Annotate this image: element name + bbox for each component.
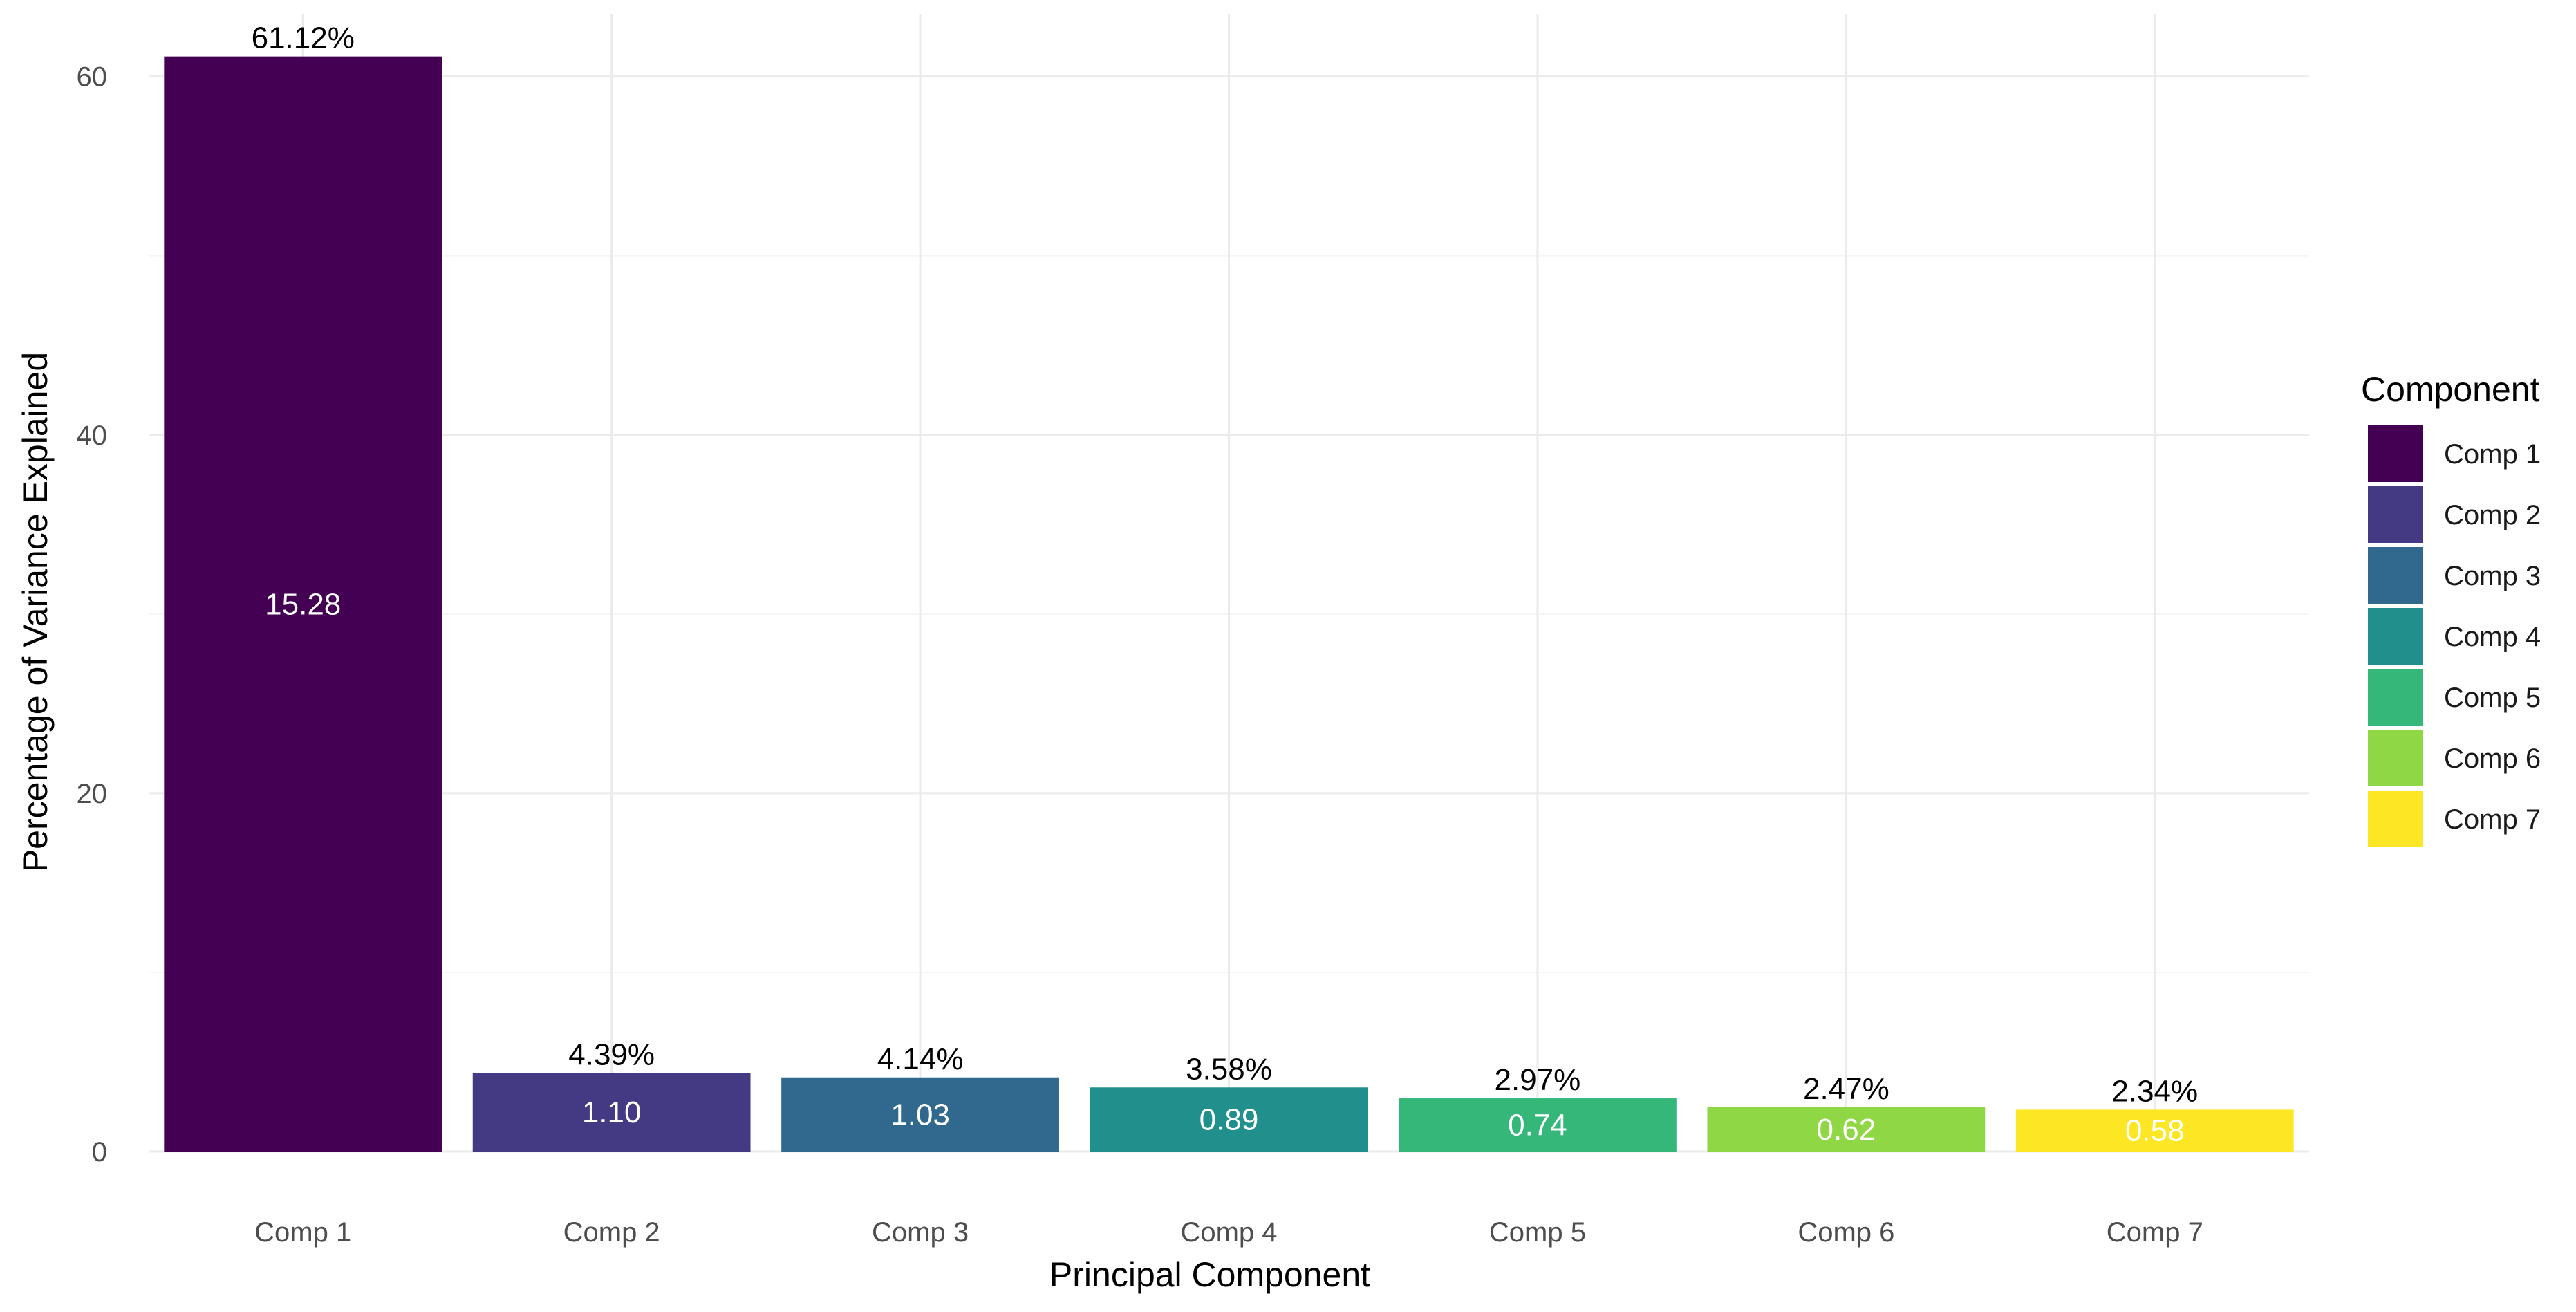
legend-label: Comp 1 bbox=[2444, 439, 2541, 470]
legend-key bbox=[2368, 486, 2423, 543]
bar-percent-label: 3.58% bbox=[1186, 1052, 1272, 1086]
x-tick-label: Comp 5 bbox=[1489, 1217, 1586, 1248]
legend-label: Comp 2 bbox=[2444, 500, 2541, 530]
legend: Component Comp 1 Comp 2 Comp 3 Comp 4 Comp 5… bbox=[2361, 370, 2541, 847]
x-tick-label: Comp 4 bbox=[1180, 1217, 1277, 1248]
bar-percent-label: 2.97% bbox=[1495, 1063, 1581, 1097]
x-tick-label: Comp 3 bbox=[872, 1217, 969, 1248]
bar-comp-7 bbox=[2015, 1109, 2294, 1152]
legend-key bbox=[2368, 608, 2423, 665]
y-tick-label: 20 bbox=[77, 779, 108, 809]
bar-value-label: 0.62 bbox=[1817, 1113, 1876, 1147]
x-tick-label: Comp 6 bbox=[1798, 1217, 1894, 1248]
bar-comp-6 bbox=[1707, 1107, 1986, 1152]
bar-value-label: 0.58 bbox=[2125, 1114, 2185, 1148]
y-tick-label: 40 bbox=[77, 421, 108, 451]
bar-comp-3 bbox=[781, 1077, 1059, 1152]
legend-label: Comp 6 bbox=[2444, 743, 2541, 774]
legend-label: Comp 3 bbox=[2444, 561, 2541, 591]
legend-label: Comp 4 bbox=[2444, 622, 2541, 652]
x-axis-ticks: Comp 1 Comp 2 Comp 3 Comp 4 Comp 5 Comp 6 Comp… bbox=[254, 1217, 2203, 1248]
legend-label: Comp 5 bbox=[2444, 683, 2541, 713]
bar-comp-2 bbox=[472, 1073, 751, 1152]
legend-key bbox=[2368, 547, 2423, 604]
bar-value-label: 1.10 bbox=[582, 1096, 642, 1129]
legend-key bbox=[2368, 669, 2423, 726]
gridlines bbox=[149, 14, 2309, 1153]
legend-label: Comp 7 bbox=[2444, 804, 2541, 835]
y-axis-ticks: 0 20 40 60 bbox=[77, 62, 108, 1167]
y-axis-title: Percentage of Variance Explained bbox=[16, 352, 55, 872]
legend-key bbox=[2368, 791, 2423, 847]
bar-percent-label: 61.12% bbox=[252, 21, 355, 55]
bar-comp-5 bbox=[1399, 1098, 1677, 1152]
bar-percent-label: 4.39% bbox=[568, 1037, 655, 1071]
bars bbox=[164, 56, 2294, 1152]
bar-value-label: 0.74 bbox=[1508, 1109, 1567, 1143]
bar-percent-label: 2.47% bbox=[1803, 1072, 1889, 1106]
x-tick-label: Comp 2 bbox=[563, 1217, 660, 1248]
bar-value-label: 1.03 bbox=[890, 1098, 950, 1131]
y-tick-label: 0 bbox=[92, 1137, 107, 1167]
bar-percent-label: 2.34% bbox=[2111, 1074, 2198, 1108]
y-tick-label: 60 bbox=[77, 62, 108, 93]
bar-value-label: 15.28 bbox=[265, 587, 341, 621]
x-tick-label: Comp 1 bbox=[254, 1217, 351, 1248]
bar-comp-1 bbox=[164, 56, 442, 1152]
legend-key bbox=[2368, 730, 2423, 786]
legend-key bbox=[2368, 425, 2423, 482]
x-tick-label: Comp 7 bbox=[2107, 1217, 2203, 1248]
bar-comp-4 bbox=[1090, 1087, 1368, 1152]
bar-value-label: 0.89 bbox=[1200, 1103, 1259, 1137]
bar-labels: 61.12% 15.28 4.39% 1.10 4.14% 1.03 3.58% 0.89 2.… bbox=[252, 21, 2199, 1148]
x-axis-title: Principal Component bbox=[1049, 1255, 1370, 1294]
bar-percent-label: 4.14% bbox=[877, 1042, 964, 1076]
legend-title: Component bbox=[2361, 370, 2540, 409]
